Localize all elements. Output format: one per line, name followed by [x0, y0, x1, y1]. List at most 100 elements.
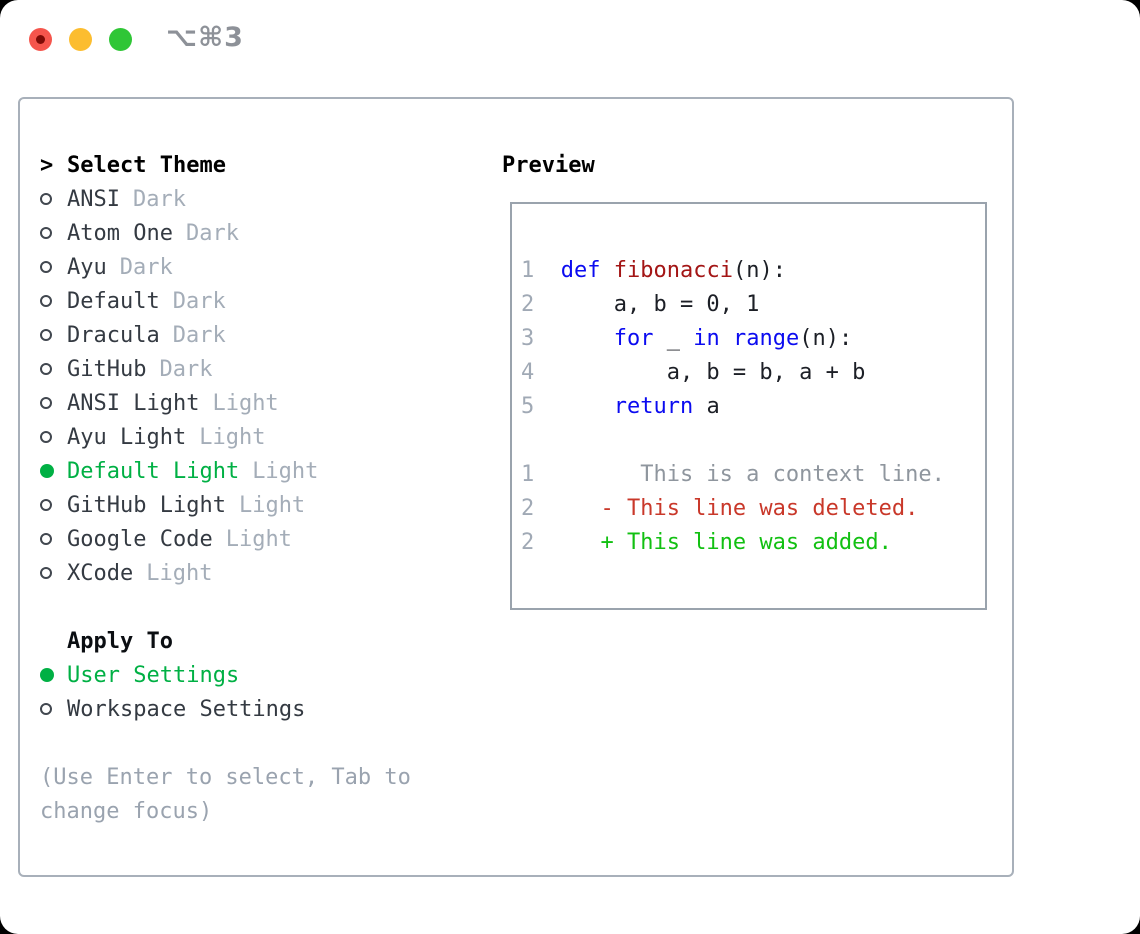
theme-option-variant: Dark [132, 186, 186, 212]
theme-option-name: GitHub Light [67, 492, 226, 518]
apply-option-user-settings[interactable]: User Settings [40, 658, 500, 692]
theme-option-name: ANSI Light [67, 390, 200, 416]
preview-code-line: 1 This is a context line. [521, 457, 985, 491]
theme-option-variant: Dark [185, 220, 239, 246]
line-number: 3 [521, 325, 535, 351]
radio-icon [40, 499, 52, 511]
theme-option-variant: Light [252, 458, 319, 484]
theme-option-variant: Light [146, 560, 213, 586]
apply-to-header: Apply To [40, 624, 500, 658]
apply-option-workspace-settings[interactable]: Workspace Settings [40, 692, 500, 726]
preview-code-line: 5 return a [521, 389, 985, 423]
theme-option-google-code[interactable]: Google Code Light [40, 522, 500, 556]
theme-option-ansi[interactable]: ANSI Dark [40, 182, 500, 216]
theme-option-ayu[interactable]: Ayu Dark [40, 250, 500, 284]
radio-icon [40, 464, 54, 478]
preview-code-line: 2 + This line was added. [521, 525, 985, 559]
code-segment [561, 326, 614, 351]
theme-option-name: XCode [67, 560, 134, 586]
line-number: 2 [521, 529, 535, 555]
line-number: 1 [521, 461, 535, 487]
theme-option-variant: Light [225, 526, 292, 552]
radio-icon [40, 533, 52, 545]
line-number: 1 [521, 257, 535, 283]
theme-option-name: Default [67, 288, 160, 314]
theme-option-dracula[interactable]: Dracula Dark [40, 318, 500, 352]
close-button[interactable] [29, 28, 52, 51]
theme-option-name: GitHub [67, 356, 147, 382]
spacer-row [40, 590, 500, 624]
help-text-line-2: change focus) [40, 798, 213, 824]
apply-to-title: Apply To [67, 628, 173, 654]
code-lines: 1 def fibonacci (n): 2 a, b = 0, 1 3 for … [512, 204, 985, 559]
theme-option-atom-one[interactable]: Atom One Dark [40, 216, 500, 250]
code-segment: def [560, 257, 601, 283]
code-segment: (n): [799, 325, 853, 351]
line-number: 5 [521, 393, 535, 419]
theme-option-name: ANSI [67, 186, 120, 212]
theme-option-default[interactable]: Default Dark [40, 284, 500, 318]
line-number: 2 [521, 495, 535, 521]
radio-icon [40, 668, 54, 682]
theme-option-ayu-light[interactable]: Ayu Light Light [40, 420, 500, 454]
radio-icon [40, 261, 52, 273]
theme-option-variant: Dark [119, 254, 173, 280]
code-segment: fibonacci [613, 257, 733, 283]
code-segment: return [613, 393, 694, 419]
theme-option-github-light[interactable]: GitHub Light Light [40, 488, 500, 522]
radio-icon [40, 193, 52, 205]
minimize-button[interactable] [69, 28, 92, 51]
theme-option-ansi-light[interactable]: ANSI Light Light [40, 386, 500, 420]
theme-picker-column: > Select Theme ANSI Dark Atom One Dark A… [40, 148, 500, 828]
theme-option-github[interactable]: GitHub Dark [40, 352, 500, 386]
titlebar: ⌥⌘3 [0, 0, 1140, 80]
spacer-row [40, 726, 500, 760]
theme-option-name: Atom One [67, 220, 173, 246]
code-segment: + This line was added. [560, 529, 892, 555]
select-theme-header: > Select Theme [40, 148, 500, 182]
line-number: 4 [521, 359, 535, 385]
code-segment: - This line was deleted. [560, 495, 919, 521]
theme-option-name: Ayu [67, 254, 107, 280]
theme-option-name: Dracula [67, 322, 160, 348]
preview-code-line: 1 def fibonacci (n): [521, 253, 985, 287]
theme-option-xcode[interactable]: XCode Light [40, 556, 500, 590]
theme-option-name: Google Code [67, 526, 213, 552]
code-segment: _ [653, 325, 694, 351]
radio-icon [40, 329, 52, 341]
code-segment: (n): [732, 257, 786, 283]
theme-option-variant: Dark [172, 322, 226, 348]
code-segment: for [613, 325, 654, 351]
theme-option-variant: Light [212, 390, 279, 416]
theme-option-variant: Dark [159, 356, 213, 382]
theme-option-default-light[interactable]: Default Light Light [40, 454, 500, 488]
code-segment: a [693, 393, 720, 419]
preview-code-line: 3 for _ in range (n): [521, 321, 985, 355]
line-number: 2 [521, 291, 535, 317]
radio-icon [40, 567, 52, 579]
zoom-button[interactable] [109, 28, 132, 51]
radio-icon [40, 397, 52, 409]
theme-list: ANSI Dark Atom One Dark Ayu Dark Default… [40, 182, 500, 590]
preview-code-line: 2 a, b = 0, 1 [521, 287, 985, 321]
preview-title: Preview [502, 152, 595, 178]
radio-icon [40, 431, 52, 443]
code-segment: a, b = b, a + b [560, 359, 866, 385]
preview-code-line: 2 - This line was deleted. [521, 491, 985, 525]
apply-to-list: User Settings Workspace Settings [40, 658, 500, 726]
theme-option-name: Ayu Light [67, 424, 187, 450]
theme-option-variant: Light [238, 492, 306, 518]
select-theme-title: Select Theme [67, 152, 226, 178]
code-segment: a, b = 0, 1 [560, 291, 760, 317]
radio-icon [40, 703, 52, 715]
code-segment [600, 258, 613, 283]
preview-box: 1 def fibonacci (n): 2 a, b = 0, 1 3 for … [510, 202, 987, 610]
preview-code-line: 4 a, b = b, a + b [521, 355, 985, 389]
radio-icon [40, 363, 52, 375]
focus-caret-icon: > [40, 152, 54, 178]
code-segment: in [693, 325, 720, 351]
theme-option-variant: Dark [172, 288, 226, 314]
code-segment: This is a context line. [560, 461, 945, 487]
radio-icon [40, 227, 52, 239]
